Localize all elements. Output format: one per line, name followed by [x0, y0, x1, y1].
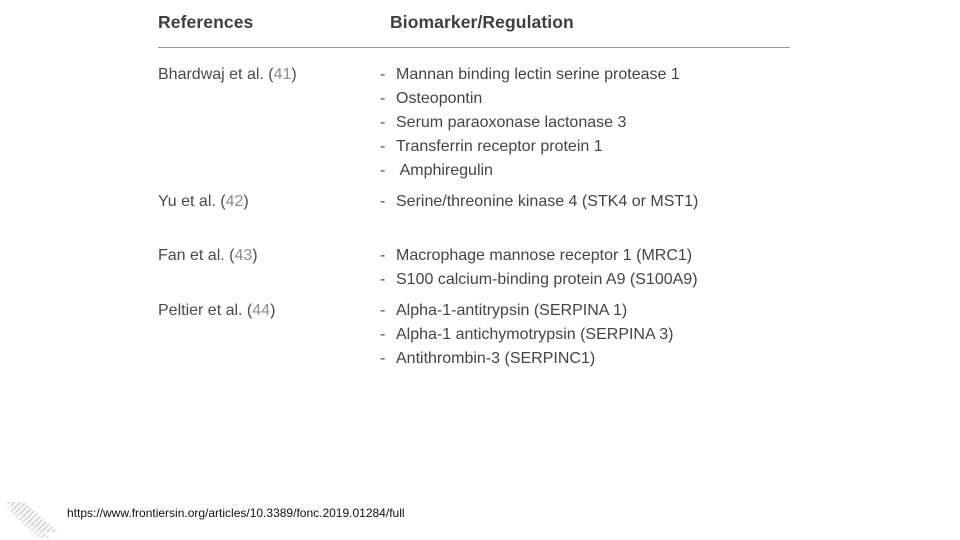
reference-cell: Yu et al. (42) [158, 190, 249, 214]
biomarker-text: Amphiregulin [396, 162, 493, 179]
reference-author: Yu et al. ( [158, 193, 226, 210]
biomarker-text: Alpha-1-antitrypsin (SERPINA 1) [396, 302, 628, 319]
reference-close: ) [270, 302, 276, 319]
dash-bullet: - [380, 138, 386, 155]
reference-cell: Peltier et al. (44) [158, 299, 275, 323]
citation-number[interactable]: 44 [252, 302, 271, 319]
dash-bullet: - [380, 66, 386, 83]
biomarker-text: Osteopontin [396, 90, 483, 107]
header-divider [158, 47, 790, 48]
dash-bullet: - [380, 247, 386, 264]
biomarker-table: References Biomarker/Regulation Bhardwaj… [158, 0, 790, 390]
reference-cell: Bhardwaj et al. (41) [158, 63, 297, 87]
dash-bullet: - [380, 162, 386, 179]
source-link[interactable]: https://www.frontiersin.org/articles/10.… [67, 506, 405, 520]
biomarker-text: Transferrin receptor protein 1 [396, 138, 603, 155]
biomarker-text: Serum paraoxonase lactonase 3 [396, 114, 627, 131]
dash-bullet: - [380, 114, 386, 131]
header-biomarker: Biomarker/Regulation [390, 12, 574, 32]
reference-author: Bhardwaj et al. ( [158, 66, 274, 83]
citation-number[interactable]: 43 [234, 247, 253, 264]
dash-bullet: - [380, 326, 386, 343]
header-references: References [158, 12, 254, 32]
biomarker-text: Macrophage mannose receptor 1 (MRC1) [396, 247, 693, 264]
reference-author: Peltier et al. ( [158, 302, 253, 319]
biomarker-text: Mannan binding lectin serine protease 1 [396, 66, 680, 83]
dash-bullet: - [380, 350, 386, 367]
dash-bullet: - [380, 90, 386, 107]
reference-close: ) [243, 193, 249, 210]
dash-bullet: - [380, 271, 386, 288]
reference-close: ) [252, 247, 258, 264]
dash-bullet: - [380, 302, 386, 319]
biomarker-text: Antithrombin-3 (SERPINC1) [396, 350, 596, 367]
reference-close: ) [291, 66, 297, 83]
striped-chevron-logo-icon [6, 502, 58, 538]
dash-bullet: - [380, 193, 386, 210]
biomarker-text: S100 calcium-binding protein A9 (S100A9) [396, 271, 698, 288]
biomarker-text: Serine/threonine kinase 4 (STK4 or MST1) [396, 193, 699, 210]
citation-number[interactable]: 41 [273, 66, 292, 83]
reference-cell: Fan et al. (43) [158, 244, 258, 268]
citation-number[interactable]: 42 [225, 193, 244, 210]
biomarker-text: Alpha-1 antichymotrypsin (SERPINA 3) [396, 326, 674, 343]
reference-author: Fan et al. ( [158, 247, 235, 264]
